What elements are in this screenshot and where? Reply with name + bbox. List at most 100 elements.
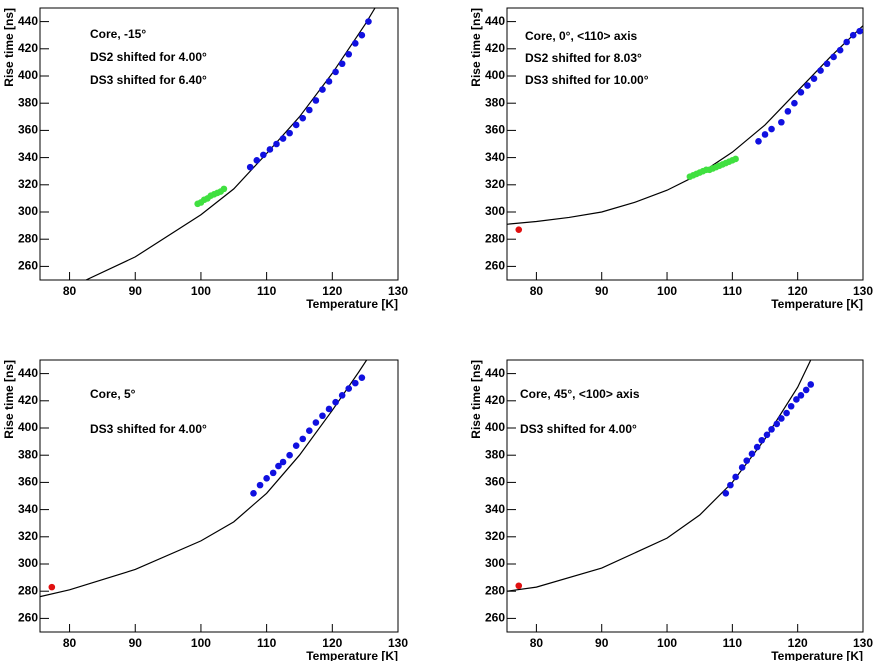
y-tick-label: 300 xyxy=(18,556,38,570)
data-point xyxy=(365,18,372,25)
x-tick-label: 100 xyxy=(191,636,211,650)
y-tick-label: 360 xyxy=(18,123,38,137)
data-point xyxy=(286,129,293,137)
y-tick-label: 360 xyxy=(485,123,505,137)
data-point xyxy=(791,99,798,107)
x-tick-label: 100 xyxy=(657,636,677,650)
y-tick-label: 420 xyxy=(18,393,38,407)
y-tick-label: 440 xyxy=(18,366,38,380)
data-point xyxy=(807,381,815,388)
y-tick-label: 440 xyxy=(485,366,505,380)
x-tick-label: 100 xyxy=(191,284,211,298)
data-point xyxy=(319,412,326,420)
y-tick-label: 340 xyxy=(485,150,505,164)
y-axis-label: Rise time [ns] xyxy=(469,8,483,87)
data-point xyxy=(732,473,739,481)
y-tick-label: 420 xyxy=(18,41,38,55)
y-tick-label: 400 xyxy=(18,68,38,82)
data-point xyxy=(345,50,353,58)
data-point xyxy=(797,89,805,96)
y-tick-label: 440 xyxy=(485,14,505,28)
x-tick-label: 120 xyxy=(788,284,808,298)
data-point xyxy=(260,151,267,159)
data-point xyxy=(352,379,359,387)
data-point xyxy=(856,27,864,35)
data-point xyxy=(773,420,781,428)
x-tick-label: 110 xyxy=(257,636,277,650)
y-tick-label: 300 xyxy=(485,204,505,218)
x-tick-label: 90 xyxy=(129,284,143,298)
annotation: Core, 5° xyxy=(90,387,136,401)
data-point xyxy=(761,131,769,138)
plot-frame xyxy=(39,359,399,633)
data-point xyxy=(778,415,785,422)
data-point xyxy=(797,392,805,399)
data-point xyxy=(755,137,762,145)
data-point xyxy=(727,481,734,489)
data-point xyxy=(332,398,339,406)
x-tick-label: 110 xyxy=(723,636,743,650)
data-point xyxy=(515,582,523,590)
x-tick-label: 90 xyxy=(595,636,609,650)
data-point xyxy=(250,489,257,497)
x-axis-label: Temperature [K] xyxy=(306,649,398,661)
y-tick-label: 420 xyxy=(485,41,505,55)
y-tick-label: 340 xyxy=(485,502,505,516)
data-point xyxy=(312,97,320,104)
fit-curve xyxy=(40,360,368,598)
plot-frame xyxy=(39,7,399,281)
data-point xyxy=(810,75,818,83)
y-tick-label: 260 xyxy=(18,259,38,273)
panel: 80 90 100 110 120 130 260 280 300 320 340 360 380 400… xyxy=(2,7,408,311)
data-point xyxy=(345,385,353,392)
x-tick-label: 90 xyxy=(595,284,609,298)
data-point xyxy=(279,458,287,466)
plot-frame xyxy=(506,7,864,281)
fit-curve xyxy=(507,360,812,592)
data-point xyxy=(352,40,359,47)
y-tick-label: 280 xyxy=(18,231,38,245)
panel: 80 90 100 110 120 130 260 280 300 320 340 360 380 400… xyxy=(469,359,873,661)
data-point xyxy=(836,46,844,54)
data-point xyxy=(306,427,313,435)
annotation: Core, 0°, <110> axis xyxy=(525,29,638,43)
annotation: DS2 shifted for 8.03° xyxy=(525,51,642,65)
data-point xyxy=(332,68,339,76)
data-point xyxy=(793,396,800,403)
data-point xyxy=(358,374,366,381)
data-point xyxy=(843,38,850,46)
y-tick-label: 320 xyxy=(485,177,505,191)
x-tick-label: 130 xyxy=(388,636,408,650)
annotation: DS3 shifted for 10.00° xyxy=(525,73,649,87)
y-tick-label: 300 xyxy=(485,556,505,570)
data-point xyxy=(266,146,274,153)
data-point xyxy=(748,450,756,458)
plot-frame xyxy=(506,359,864,633)
x-axis-label: Temperature [K] xyxy=(306,297,398,311)
x-tick-label: 80 xyxy=(63,284,77,298)
annotation: DS3 shifted for 4.00° xyxy=(90,422,207,436)
y-tick-label: 380 xyxy=(18,447,38,461)
data-point xyxy=(515,226,523,233)
data-point xyxy=(220,185,228,193)
panel: 80 90 100 110 120 130 260 280 300 320 340 360 380 400… xyxy=(469,7,873,311)
data-point xyxy=(817,67,824,74)
fit-curve xyxy=(85,8,376,280)
data-point xyxy=(753,443,761,451)
x-axis-label: Temperature [K] xyxy=(771,649,863,661)
y-tick-label: 380 xyxy=(485,95,505,109)
y-tick-label: 340 xyxy=(18,150,38,164)
data-point xyxy=(338,60,346,68)
data-point xyxy=(787,402,795,410)
data-point xyxy=(299,435,307,443)
data-point xyxy=(306,106,313,114)
data-point xyxy=(722,489,730,497)
annotation: DS3 shifted for 4.00° xyxy=(520,422,637,436)
data-point xyxy=(312,419,320,426)
y-axis-label: Rise time [ns] xyxy=(2,8,16,87)
annotation: Core, 45°, <100> axis xyxy=(520,387,640,401)
y-tick-label: 320 xyxy=(18,529,38,543)
data-point xyxy=(732,155,739,163)
y-tick-label: 360 xyxy=(485,475,505,489)
